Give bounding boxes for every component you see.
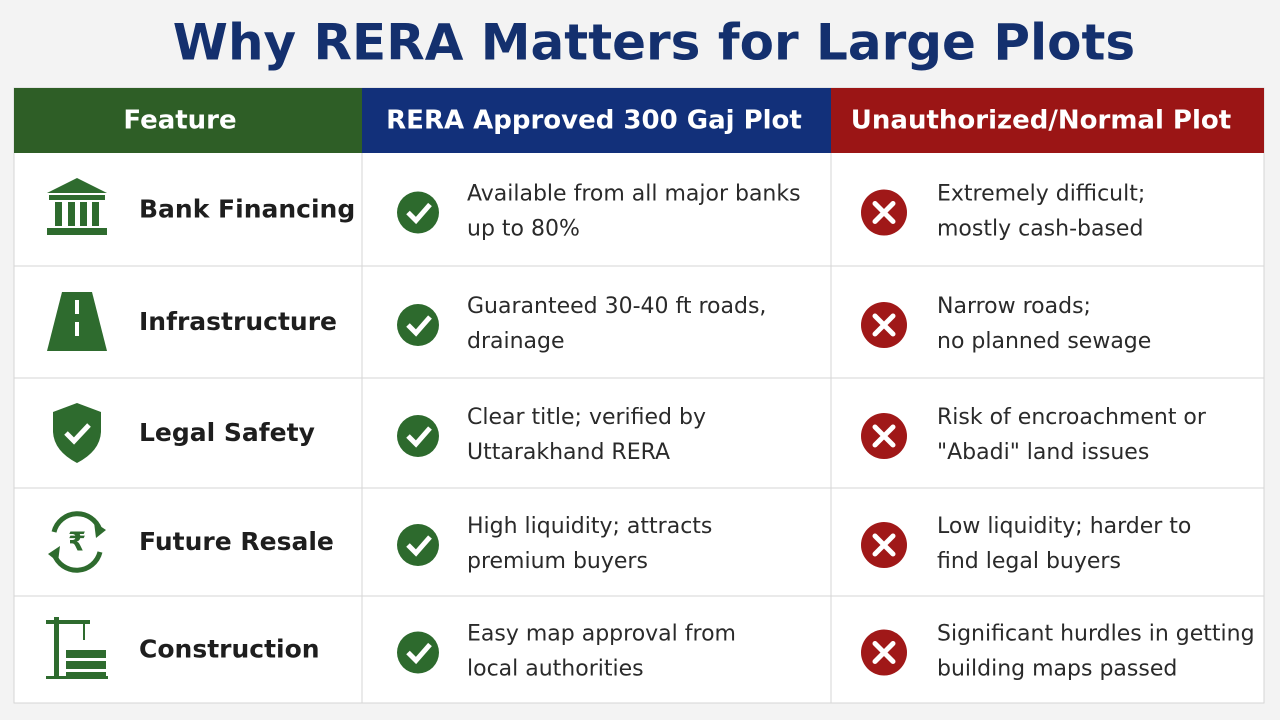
cell-text: Clear title; verified by: [467, 405, 706, 430]
cell-text: drainage: [467, 329, 565, 354]
resale-icon: ₹: [48, 511, 106, 573]
cell-text: High liquidity; attracts: [467, 514, 712, 539]
table-frame: [13, 87, 1265, 704]
cell-text: Extremely difficult;: [937, 182, 1145, 207]
road-icon: [47, 292, 107, 351]
cell-text: premium buyers: [467, 549, 648, 574]
check-icon: [397, 304, 439, 346]
check-mark: [406, 426, 432, 448]
feature-label: Future Resale: [139, 527, 334, 556]
cell-text: Low liquidity; harder to: [937, 514, 1191, 539]
feature-label: Legal Safety: [139, 418, 315, 447]
svg-text:₹: ₹: [68, 528, 86, 558]
cross-mark: [872, 424, 896, 448]
cell-text: "Abadi" land issues: [937, 440, 1149, 465]
cell-text: Available from all major banks: [467, 182, 801, 207]
header-text: Feature: [123, 106, 236, 136]
header-cell: [14, 88, 362, 153]
check-icon: [397, 191, 439, 234]
cell-text: up to 80%: [467, 217, 580, 242]
cell-text: Narrow roads;: [937, 294, 1091, 319]
feature-label: Bank Financing: [139, 195, 355, 224]
cross-mark: [872, 641, 896, 664]
cross-mark: [872, 533, 896, 557]
check-mark: [406, 202, 432, 225]
bank-icon: [47, 178, 107, 235]
feature-label: Infrastructure: [139, 307, 337, 336]
cell-text: building maps passed: [937, 657, 1177, 682]
header-cell: [831, 88, 1264, 153]
cell-text: Guaranteed 30-40 ft roads,: [467, 294, 766, 319]
feature-label: Construction: [139, 635, 320, 664]
check-icon: [397, 415, 439, 457]
header-text: RERA Approved 300 Gaj Plot: [386, 106, 802, 136]
header-text: Unauthorized/Normal Plot: [851, 106, 1231, 136]
header-cell: [362, 88, 831, 153]
cell-text: local authorities: [467, 657, 644, 682]
construction-icon: [46, 617, 108, 679]
check-mark: [406, 535, 432, 557]
page-title: Why RERA Matters for Large Plots: [173, 14, 1135, 72]
cross-mark: [872, 201, 896, 224]
cell-text: Uttarakhand RERA: [467, 440, 670, 465]
cell-text: Easy map approval from: [467, 622, 736, 647]
cell-text: find legal buyers: [937, 549, 1121, 574]
check-icon: [397, 524, 439, 566]
check-mark: [406, 642, 432, 665]
cell-text: no planned sewage: [937, 329, 1151, 354]
check-mark: [406, 315, 432, 337]
cross-mark: [872, 313, 896, 337]
cell-text: Significant hurdles in getting: [937, 622, 1255, 647]
cell-text: mostly cash-based: [937, 217, 1143, 242]
shield-icon: [53, 403, 101, 463]
cell-text: Risk of encroachment or: [937, 405, 1207, 430]
check-icon: [397, 631, 439, 674]
